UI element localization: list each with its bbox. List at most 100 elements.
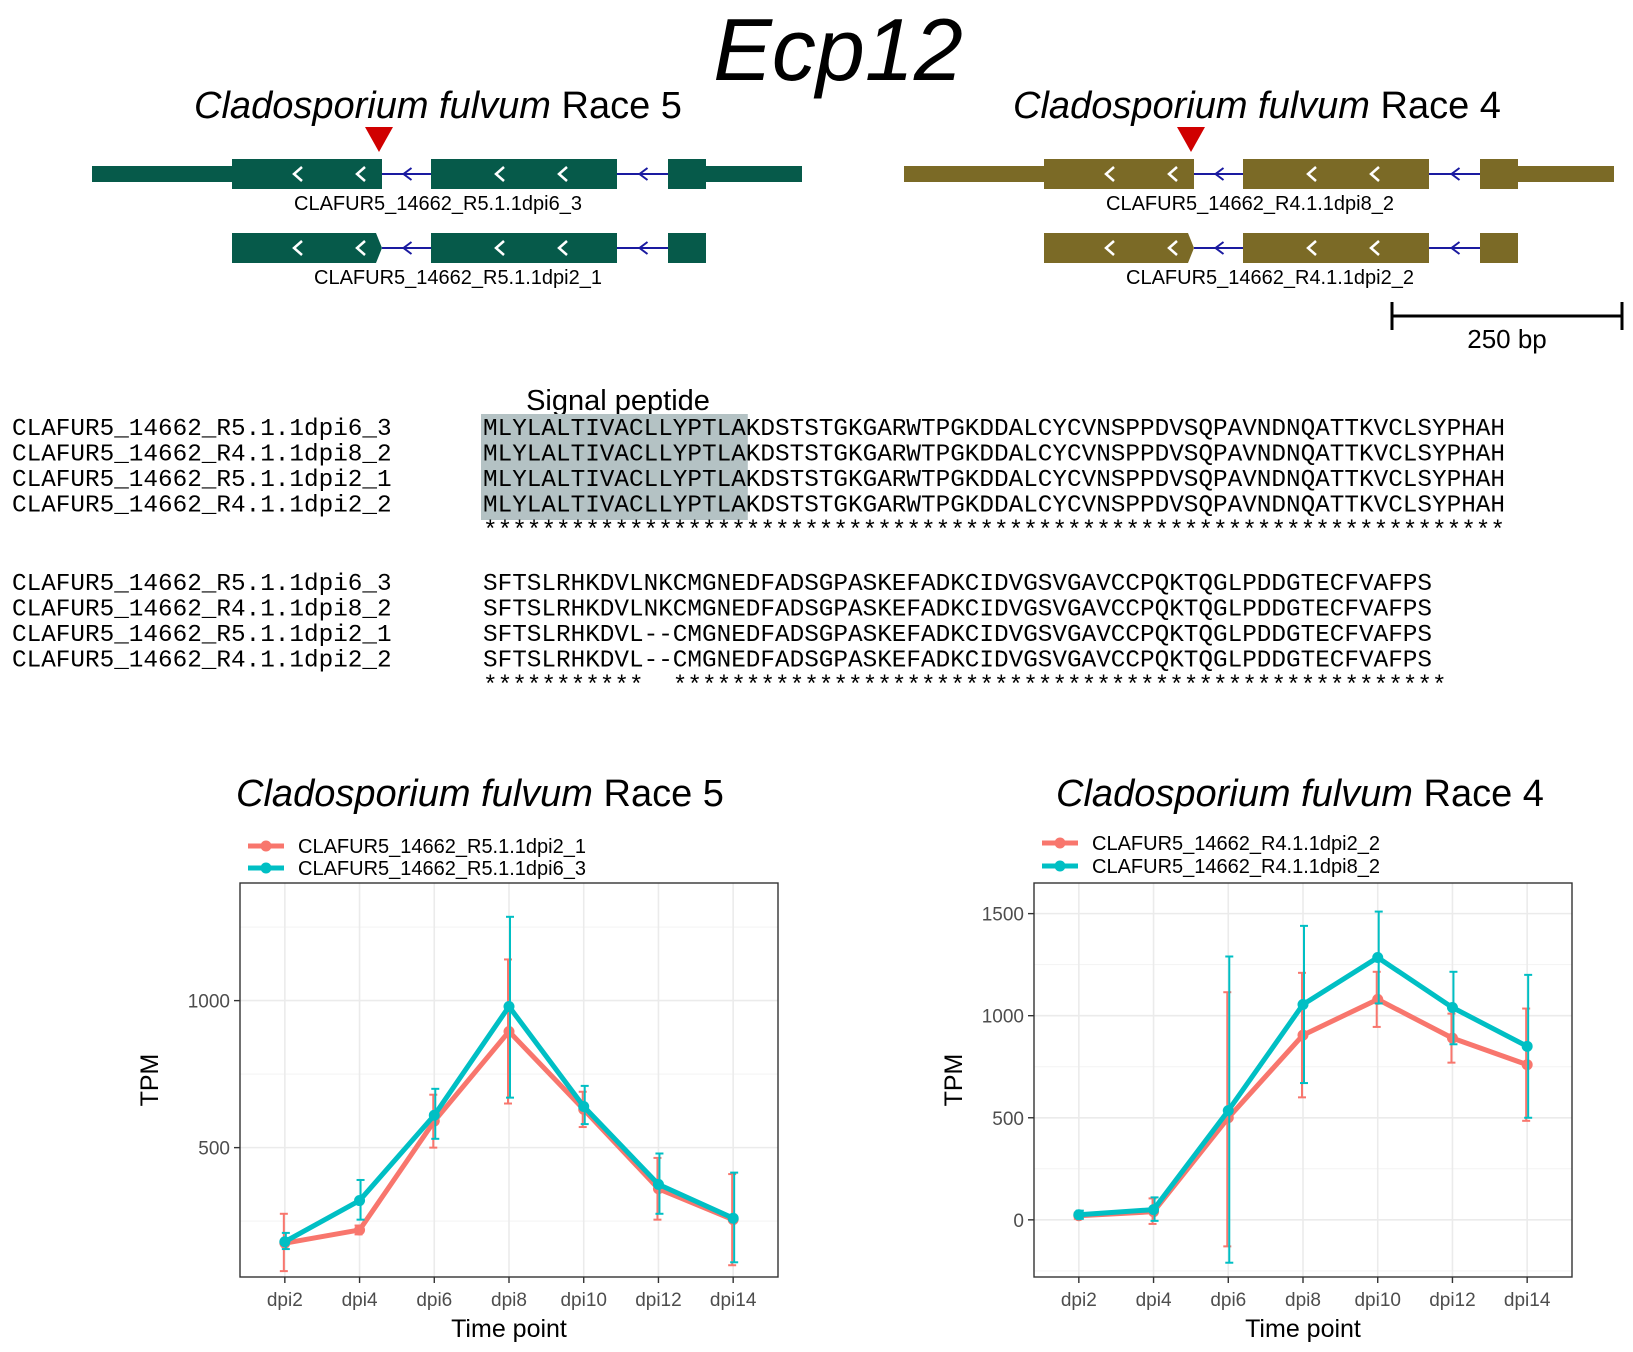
gene-models-panel: Cladosporium fulvum Race 5 CLAFUR5_14662_… [92,85,1614,289]
exon-block [1480,159,1518,189]
x-tick-label: dpi12 [635,1290,682,1311]
legend-point-swatch [1054,837,1066,849]
strand-chevron-icon [1369,240,1380,256]
signal-peptide-residues: MLYLALTIVACLLYPTLA [483,493,746,520]
strand-chevron-icon [1104,166,1115,182]
strand-arrow-icon [637,241,649,255]
gene-model-species: Cladosporium fulvum [1013,85,1380,127]
data-point [1148,1204,1160,1216]
transcript-label: CLAFUR5_14662_R5.1.1dpi2_1 [314,267,602,289]
chart-title-race: Race 4 [1424,773,1544,815]
data-point [1446,1002,1458,1014]
exon-block [1243,233,1429,263]
data-point [1297,998,1309,1010]
y-tick-label: 1000 [188,992,230,1013]
y-axis: 500 1000 TPM [136,992,240,1160]
strand-chevron-icon [1167,166,1178,182]
y-tick-label: 500 [198,1139,230,1160]
transcript-label: CLAFUR5_14662_R4.1.1dpi8_2 [1106,193,1394,215]
chart-title-race: Race 5 [604,773,724,815]
strand-arrow-icon [637,167,649,181]
x-tick-label: dpi8 [491,1290,527,1311]
utr-segment [92,166,232,182]
signal-marker-icon [1177,127,1205,152]
x-tick-label: dpi4 [342,1290,378,1311]
x-tick-label: dpi12 [1429,1290,1476,1311]
strand-arrow-icon [1449,241,1461,255]
strand-chevron-icon [557,240,568,256]
y-tick-label: 500 [992,1109,1024,1130]
gene-model-species: Cladosporium fulvum [194,85,561,127]
legend-label: CLAFUR5_14662_R5.1.1dpi2_1 [298,836,586,858]
alignment-row-sequence: MLYLALTIVACLLYPTLA KDSTSTGKGARWTPGKDDALCY… [483,442,1505,469]
x-tick-label: dpi10 [560,1290,607,1311]
legend-label: CLAFUR5_14662_R4.1.1dpi2_2 [1092,833,1380,855]
utr-segment [1512,166,1614,182]
legend-entry: CLAFUR5_14662_R5.1.1dpi6_3 [248,858,586,880]
signal-peptide-residues: MLYLALTIVACLLYPTLA [483,442,746,469]
y-tick-label: 0 [1013,1211,1024,1232]
exon-block [232,233,382,263]
legend-label: CLAFUR5_14662_R4.1.1dpi8_2 [1092,856,1380,878]
exon-block [1480,233,1518,263]
exon-block [1044,159,1194,189]
alignment-row-sequence: MLYLALTIVACLLYPTLA KDSTSTGKGARWTPGKDDALCY… [483,416,1505,443]
strand-chevron-icon [1306,240,1317,256]
data-point [1521,1040,1533,1052]
x-tick-label: dpi4 [1136,1290,1172,1311]
strand-chevron-icon [494,240,505,256]
x-tick-label: dpi10 [1354,1290,1401,1311]
mature-residues: SFTSLRHKDVL--CMGNEDFADSGPASKEFADKCIDVGSV… [483,648,1432,675]
y-tick-label: 1500 [982,905,1024,926]
exon-block [431,159,617,189]
legend-entry: CLAFUR5_14662_R4.1.1dpi8_2 [1042,856,1380,878]
gene-model-race: Race 4 [1381,85,1501,127]
mature-residues: KDSTSTGKGARWTPGKDDALCYCVNSPPDVSQPAVNDNQA… [746,467,1505,494]
legend-point-swatch [260,862,272,874]
alignment-row-sequence: SFTSLRHKDVL--CMGNEDFADSGPASKEFADKCIDVGSV… [483,648,1432,675]
exon-block [232,159,382,189]
signal-marker-icon [365,127,393,152]
y-axis-label: TPM [136,1054,164,1107]
strand-chevron-icon [1369,166,1380,182]
series-2 [279,915,739,1264]
x-tick-label: dpi14 [1504,1290,1551,1311]
x-tick-label: dpi2 [267,1290,303,1311]
alignment-row-sequence: SFTSLRHKDVLNKCMGNEDFADSGPASKEFADKCIDVGSV… [483,597,1432,624]
data-point [1073,1209,1085,1221]
signal-peptide-highlight [481,414,748,520]
data-point [503,1000,515,1012]
gene-model-title: Cladosporium fulvum Race 4 [1013,85,1501,127]
alignment-row-name: CLAFUR5_14662_R5.1.1dpi6_3 [12,571,392,598]
mature-residues: SFTSLRHKDVLNKCMGNEDFADSGPASKEFADKCIDVGSV… [483,571,1432,598]
utr-segment [700,166,802,182]
signal-peptide-residues: MLYLALTIVACLLYPTLA [483,467,746,494]
transcript-label: CLAFUR5_14662_R5.1.1dpi6_3 [294,193,582,215]
strand-arrow-icon [1213,241,1225,255]
gene-model-2: Cladosporium fulvum Race 4 CLAFUR5_14662_… [904,85,1614,289]
strand-chevron-icon [355,240,366,256]
strand-chevron-icon [292,240,303,256]
strand-chevron-icon [355,166,366,182]
signal-peptide-label: Signal peptide [526,385,710,417]
x-tick-label: dpi6 [1210,1290,1246,1311]
mature-residues: KDSTSTGKGARWTPGKDDALCYCVNSPPDVSQPAVNDNQA… [746,493,1505,520]
mature-residues: KDSTSTGKGARWTPGKDDALCYCVNSPPDVSQPAVNDNQA… [746,442,1505,469]
strand-chevron-icon [494,166,505,182]
strand-chevron-icon [292,166,303,182]
exon-block [1044,233,1194,263]
alignment-row-sequence: SFTSLRHKDVLNKCMGNEDFADSGPASKEFADKCIDVGSV… [483,571,1432,598]
strand-arrow-icon [1213,167,1225,181]
alignment-consensus: *********** ****************************… [483,673,1447,700]
expression-chart-race4: Cladosporium fulvum Race 4 CLAFUR5_14662_… [940,773,1573,1343]
sequence-alignment: Signal peptide CLAFUR5_14662_R5.1.1dpi6_3… [12,385,1505,700]
x-axis-label: Time point [1245,1315,1361,1343]
y-axis-label: TPM [940,1054,968,1107]
x-axis: dpi2 dpi4 dpi6 dpi8 dpi10 dpi12 dpi14 Time poin… [267,1277,757,1343]
alignment-row-name: CLAFUR5_14662_R5.1.1dpi2_1 [12,622,392,649]
data-point [578,1100,590,1112]
strand-chevron-icon [1306,166,1317,182]
chart-title-species: Cladosporium fulvum [236,773,603,815]
alignment-row-sequence: SFTSLRHKDVL--CMGNEDFADSGPASKEFADKCIDVGSV… [483,622,1432,649]
